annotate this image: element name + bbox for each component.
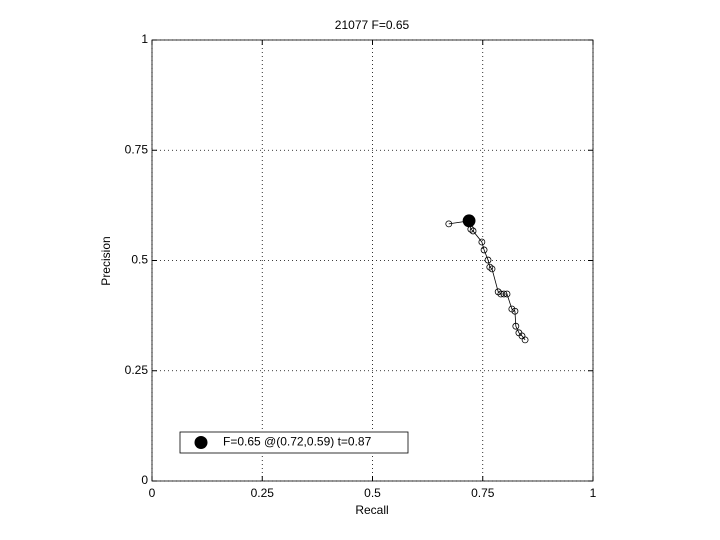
point xyxy=(486,263,494,271)
x-axis-label: Recall xyxy=(355,503,388,517)
x-tick-label: 1 xyxy=(590,486,597,500)
x-tick-label: 0.5 xyxy=(364,486,381,500)
y-tick-label: 1 xyxy=(141,32,148,46)
legend-marker xyxy=(194,436,208,449)
chart-title: 21077 F=0.65 xyxy=(335,18,410,32)
x-tick-label: 0.25 xyxy=(251,486,275,500)
x-tick-label: 0.75 xyxy=(471,486,495,500)
point xyxy=(511,307,519,315)
point xyxy=(478,238,486,246)
y-axis-label: Precision xyxy=(99,236,113,285)
point xyxy=(445,220,453,228)
y-tick-label: 0.75 xyxy=(125,142,149,156)
point xyxy=(503,290,511,298)
point xyxy=(500,290,508,298)
point xyxy=(469,227,477,235)
best-point xyxy=(462,214,476,228)
point xyxy=(521,336,529,344)
point xyxy=(480,246,488,254)
y-tick-label: 0.25 xyxy=(125,363,149,377)
y-tick-label: 0.5 xyxy=(131,253,148,267)
legend-label: F=0.65 @(0.72,0.59) t=0.87 xyxy=(223,435,372,449)
x-tick-label: 0 xyxy=(149,486,156,500)
point xyxy=(488,265,496,273)
point xyxy=(484,256,492,264)
y-tick-label: 0 xyxy=(141,473,148,487)
legend-box xyxy=(179,431,409,454)
point xyxy=(512,322,520,330)
